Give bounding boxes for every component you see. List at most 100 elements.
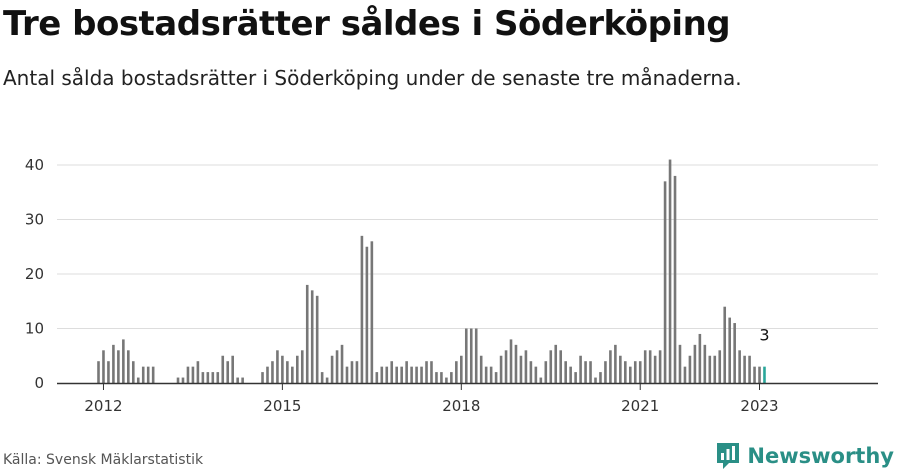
chart-title: Tre bostadsrätter såldes i Söderköping (3, 4, 731, 44)
bar (728, 317, 731, 383)
bar (405, 361, 408, 383)
bar (723, 306, 727, 383)
bar (599, 372, 602, 383)
bar (564, 361, 567, 383)
bar (544, 361, 548, 383)
bar (619, 355, 622, 383)
bar (604, 361, 607, 383)
bar (514, 344, 518, 383)
y-tick-label: 10 (25, 320, 44, 338)
bar (484, 366, 488, 383)
bar (380, 366, 384, 383)
bar (136, 377, 140, 383)
x-tick-label: 2023 (740, 397, 778, 415)
bar (524, 350, 528, 383)
bar (693, 344, 697, 383)
x-tick-label: 2018 (442, 397, 480, 415)
bar (390, 361, 394, 383)
bar (713, 355, 717, 383)
bar (400, 366, 403, 383)
bar (579, 355, 582, 383)
bar (196, 361, 200, 383)
bar (549, 350, 553, 383)
bar (698, 333, 702, 383)
bar (221, 355, 225, 383)
bar (231, 355, 234, 383)
bar (668, 159, 672, 383)
gridlines (57, 164, 878, 329)
brand-name: Newsworthy (747, 444, 894, 468)
bar-chart: 0 10 20 30 40 2012 2015 2018 2021 2023 3 (25, 156, 878, 415)
bar (574, 372, 577, 383)
bar (559, 350, 563, 383)
bar (609, 350, 612, 383)
bar (519, 355, 523, 383)
bar (718, 350, 722, 383)
bar (266, 366, 269, 383)
bar (345, 366, 349, 383)
source-note: Källa: Svensk Mäklarstatistik (3, 452, 204, 468)
bar (141, 366, 145, 383)
bar (211, 372, 215, 383)
bar (206, 372, 210, 383)
bar (494, 372, 498, 383)
bar (286, 361, 289, 383)
bar (469, 328, 473, 383)
bar (663, 181, 667, 383)
bar (236, 377, 239, 383)
bar (504, 350, 508, 383)
bar (638, 361, 642, 383)
bar (643, 350, 647, 383)
bar (733, 323, 736, 383)
bar (648, 350, 652, 383)
bar (340, 344, 344, 383)
bar (445, 377, 448, 383)
bar (310, 290, 314, 383)
annotations: 3 (759, 326, 769, 345)
bar (425, 361, 428, 383)
bar (117, 350, 120, 383)
bar (450, 372, 453, 383)
bar (355, 361, 359, 383)
bar (708, 355, 712, 383)
bar (569, 366, 572, 383)
bar (554, 344, 558, 383)
bar (499, 355, 503, 383)
bar (410, 366, 413, 383)
bar (474, 328, 478, 383)
bar (529, 361, 533, 383)
bar (375, 372, 379, 383)
y-tick-label: 0 (34, 374, 44, 392)
bar (97, 361, 100, 383)
bar (186, 366, 190, 383)
y-tick-label: 40 (25, 156, 44, 174)
bar (151, 366, 155, 383)
bar (330, 355, 334, 383)
bar (683, 366, 687, 383)
bar (633, 361, 637, 383)
bar (146, 366, 150, 383)
y-tick-label: 30 (25, 211, 44, 229)
bar (102, 350, 105, 383)
bar (360, 235, 364, 383)
bar (370, 241, 374, 383)
bar (226, 361, 230, 383)
y-tick-label: 20 (25, 265, 44, 283)
bar (395, 366, 398, 383)
bar (305, 284, 309, 383)
bar (112, 344, 115, 383)
bar (181, 377, 185, 383)
bar (628, 366, 632, 383)
bar (176, 377, 180, 383)
bar (335, 350, 339, 383)
x-tick-label: 2015 (263, 397, 301, 415)
value-label: 3 (759, 326, 769, 345)
bar (350, 361, 354, 383)
bar (291, 366, 294, 383)
bar (703, 344, 707, 383)
x-tick-label: 2021 (621, 397, 659, 415)
bar (594, 377, 597, 383)
bar (122, 339, 125, 383)
bar (738, 350, 741, 383)
bar (653, 355, 657, 383)
